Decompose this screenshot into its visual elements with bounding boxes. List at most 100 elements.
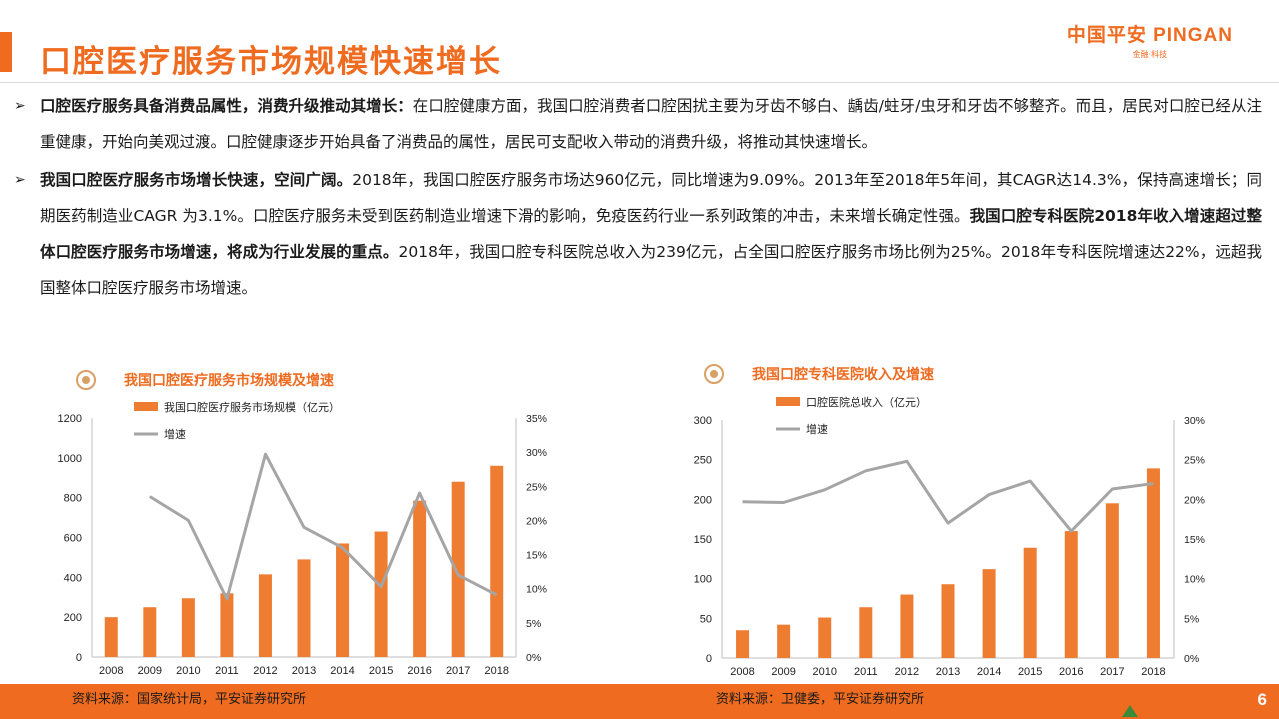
y-tick-label: 800 [64,493,82,505]
bar [104,617,118,657]
x-tick-label: 2011 [215,665,239,677]
y2-tick-label: 25% [1184,455,1205,467]
arrow-bullet-icon: ➢ [14,172,26,188]
x-tick-label: 2008 [730,666,754,678]
arrow-bullet-icon: ➢ [14,98,26,114]
y2-tick-label: 0% [526,652,541,664]
legend-bar-swatch [776,397,800,406]
y-tick-label: 200 [64,612,82,624]
x-tick-label: 2008 [99,665,123,677]
y2-tick-label: 25% [526,481,547,493]
y-tick-label: 0 [76,652,82,664]
bar [181,598,195,657]
y-tick-label: 400 [64,572,82,584]
x-tick-label: 2017 [446,665,470,677]
bar [258,574,272,657]
legend-line-label: 增速 [164,427,186,441]
y2-tick-label: 0% [1184,653,1199,665]
bullet-heading: 我国口腔医疗服务市场增长快速，空间广阔。 [40,171,353,189]
title-accent-bar [0,32,12,72]
legend-line-label: 增速 [806,422,828,436]
y-tick-label: 250 [694,455,712,467]
x-tick-label: 2018 [1141,666,1165,678]
bar [777,624,791,658]
chart-2-source: 资料来源：卫健委，平安证券研究所 [716,692,925,707]
y-tick-label: 1000 [58,453,82,465]
x-tick-label: 2017 [1100,666,1124,678]
x-tick-label: 2009 [771,666,795,678]
bar [220,593,234,657]
y-tick-label: 300 [694,415,712,427]
x-tick-label: 2013 [936,666,960,678]
chart-2-title: 我国口腔专科医院收入及增速 [752,367,934,383]
bar [1146,468,1160,658]
y-tick-label: 150 [694,534,712,546]
y-tick-label: 200 [694,494,712,506]
y2-tick-label: 15% [526,550,547,562]
chart-1-header: 我国口腔医疗服务市场规模及增速 [76,370,334,390]
x-tick-label: 2010 [812,666,836,678]
x-tick-label: 2018 [484,665,508,677]
x-tick-label: 2015 [1018,666,1042,678]
chart-1-source: 资料来源：国家统计局，平安证券研究所 [72,692,307,707]
x-tick-label: 2013 [292,665,316,677]
bar [413,500,427,657]
bar [900,594,914,658]
market-size-chart: 0 200 400 600 800 1000 1200 0% 5% 10% 15% 20% 25% 30%… [58,400,548,677]
x-tick-label: 2010 [176,665,200,677]
bar [736,630,750,658]
specialty-hospital-chart: 0 50 100 150 200 250 300 0% 5% 10% 15% 20% 25% 30% 200… [694,395,1205,678]
target-circle-icon [704,364,724,384]
y2-tick-label: 5% [526,618,541,630]
bullet-list: ➢ 口腔医疗服务具备消费品属性，消费升级推动其增长：在口腔健康方面，我国口腔消费… [12,88,1262,308]
y2-tick-label: 30% [1184,415,1205,427]
bar [941,584,955,658]
y2-tick-label: 20% [526,515,547,527]
bar [818,617,832,658]
legend-bar-label: 我国口腔医疗服务市场规模（亿元） [164,400,340,414]
bullet-heading: 口腔医疗服务具备消费品属性，消费升级推动其增长： [40,97,413,115]
y2-tick-label: 5% [1184,613,1199,625]
bar [143,607,157,657]
y-tick-label: 100 [694,574,712,586]
y-tick-label: 50 [700,613,712,625]
bullet-highlight: 我国口腔专科医院2018年收入增速超过整体口腔医疗服务市场增速，将成为行业发展的… [40,207,1262,261]
x-tick-label: 2016 [1059,666,1083,678]
title-divider [0,82,1279,83]
x-tick-label: 2012 [895,666,919,678]
chart-2-header: 我国口腔专科医院收入及增速 [704,364,934,384]
bar [490,465,504,657]
bar [451,481,465,657]
bar [859,607,873,658]
growth-line [742,459,1154,533]
bullet-text: 在口腔健康方面，我国口腔消费者口腔困扰主要为牙齿不够白、龋齿/蛀牙/虫牙和牙齿不… [40,97,1262,151]
x-tick-label: 2015 [369,665,393,677]
chart-1-title: 我国口腔医疗服务市场规模及增速 [124,373,334,389]
y2-tick-label: 30% [526,447,547,459]
x-tick-label: 2012 [253,665,277,677]
x-tick-label: 2009 [138,665,162,677]
y2-tick-label: 10% [1184,574,1205,586]
bar [336,543,350,657]
tree-icon [1122,705,1138,717]
legend-bar-swatch [134,402,158,411]
footer-bar [0,684,1279,719]
pingan-logo: 中国平安 PINGAN 金融·科技 [1067,20,1233,60]
x-tick-label: 2011 [854,666,878,678]
bar [982,569,996,658]
bullet-text: 2018年，我国口腔医疗服务市场达960亿元，同比增速为9.09%。2013年至… [40,171,1262,225]
target-circle-icon [76,370,96,390]
bar [297,559,311,657]
y-tick-label: 0 [706,653,712,665]
bullet-text-2: 2018年，我国口腔专科医院总收入为239亿元，占全国口腔医疗服务市场比例为25… [40,243,1262,297]
logo-sub-text: 金融·科技 [1132,50,1168,59]
y-tick-label: 1200 [58,413,82,425]
logo-main-text: 中国平安 PINGAN [1066,25,1233,46]
y-tick-label: 600 [64,533,82,545]
page-title: 口腔医疗服务市场规模快速增长 [40,44,502,80]
bar [374,531,388,657]
legend-bar-label: 口腔医院总收入（亿元） [806,395,927,409]
bar [1105,503,1119,658]
bullet-market-growth: ➢ 我国口腔医疗服务市场增长快速，空间广阔。2018年，我国口腔医疗服务市场达9… [12,162,1262,306]
y2-tick-label: 35% [526,413,547,425]
